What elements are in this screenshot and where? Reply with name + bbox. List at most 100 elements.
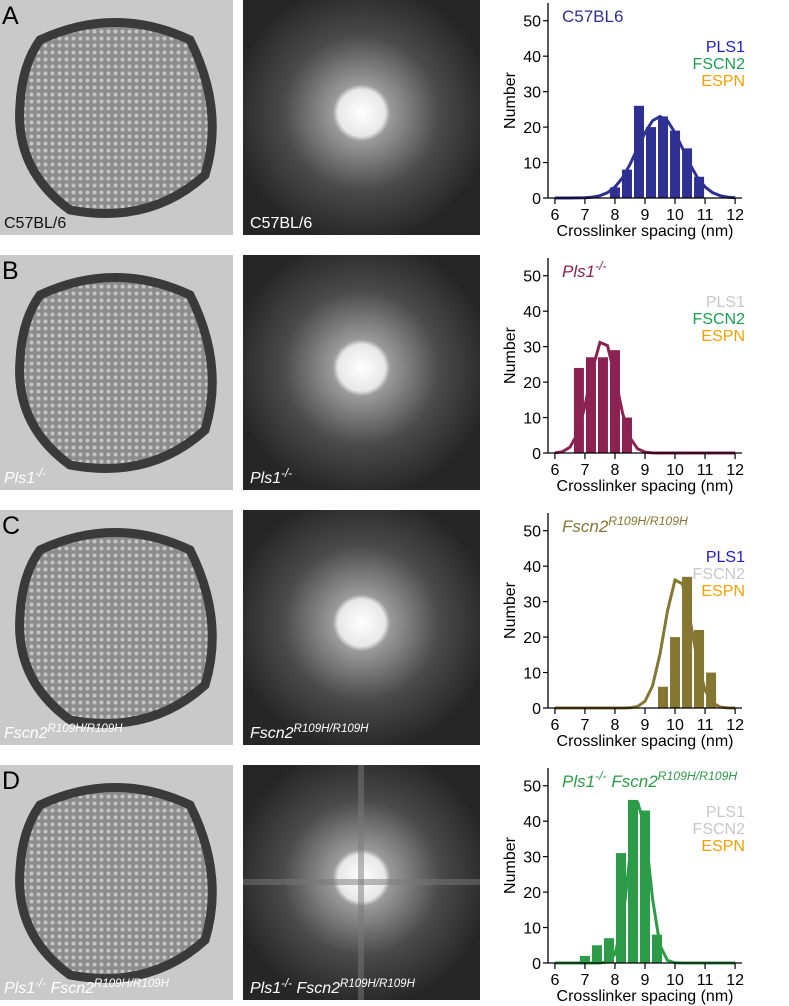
legend-entry: FSCN2 [693, 821, 746, 838]
em-caption: Pls1-/- Fscn2R109H/R109H [4, 978, 170, 997]
text-part: Fscn2 [562, 517, 609, 536]
bar [573, 367, 584, 453]
fft-streak [358, 765, 364, 1000]
y-axis-label: Number [502, 581, 519, 639]
bar [670, 130, 681, 198]
em-caption: Pls1-/- [4, 468, 46, 487]
superscript: R109H/R109H [294, 723, 370, 735]
bar [652, 934, 663, 963]
em-caption: Fscn2R109H/R109H [4, 723, 123, 742]
panel-row: C57BL/6 C57BL/6 A 0 10 20 30 40 50 6 7 8 9 10 11 12Cros… [0, 0, 745, 240]
bar [646, 127, 657, 198]
fft-image [243, 0, 480, 235]
em-bundle [15, 783, 217, 983]
y-tick-label: 40 [523, 49, 541, 66]
y-tick-label: 20 [523, 630, 541, 647]
bar [603, 938, 614, 963]
bar [682, 576, 693, 708]
y-tick-label: 20 [523, 120, 541, 137]
bar [621, 169, 632, 198]
y-tick-label: 10 [523, 921, 541, 938]
text-part: C57BL/6 [4, 215, 66, 232]
bar [585, 357, 596, 453]
x-axis-label: Crosslinker spacing (nm) [557, 478, 734, 495]
fft-caption: Pls1-/- [250, 468, 292, 487]
x-tick-label: 6 [550, 207, 559, 224]
x-tick-label: 9 [641, 207, 650, 224]
y-tick-label: 0 [532, 446, 541, 463]
x-tick-label: 12 [726, 462, 744, 479]
y-tick-label: 10 [523, 411, 541, 428]
fft-caption: Pls1-/- Fscn2R109H/R109H [250, 978, 416, 997]
text-part: Fscn2 [607, 772, 659, 791]
y-tick-label: 50 [523, 779, 541, 796]
y-axis-label: Number [502, 836, 519, 894]
panel-letter: D [2, 767, 20, 795]
bar [670, 637, 681, 708]
y-tick-label: 0 [532, 956, 541, 973]
y-tick-label: 50 [523, 14, 541, 31]
superscript: R109H/R109H [340, 978, 416, 990]
superscript: R109H/R109H [94, 978, 170, 990]
superscript: R109H/R109H [48, 723, 124, 735]
bar [633, 105, 644, 198]
x-tick-label: 12 [726, 972, 744, 989]
x-tick-label: 9 [641, 717, 650, 734]
text-part: Fscn2 [292, 980, 340, 997]
y-tick-label: 30 [523, 85, 541, 102]
x-tick-label: 8 [611, 207, 620, 224]
x-tick-label: 10 [666, 972, 684, 989]
panel-row: Pls1-/- Fscn2R109H/R109H Pls1-/- Fscn2R10… [0, 765, 745, 1005]
superscript: -/- [35, 978, 46, 990]
superscript: -/- [281, 468, 292, 480]
x-tick-label: 6 [550, 972, 559, 989]
x-tick-label: 11 [697, 207, 714, 224]
x-tick-label: 9 [641, 972, 650, 989]
x-tick-label: 12 [726, 207, 744, 224]
chart-title: Pls1-/- [562, 259, 607, 281]
x-tick-label: 6 [550, 462, 559, 479]
x-tick-label: 12 [726, 717, 744, 734]
y-tick-label: 40 [523, 814, 541, 831]
y-tick-label: 50 [523, 269, 541, 286]
x-tick-label: 11 [697, 717, 714, 734]
bar [627, 799, 638, 963]
chart-title: Fscn2R109H/R109H [562, 514, 688, 536]
bar [579, 955, 590, 963]
y-tick-label: 30 [523, 595, 541, 612]
em-bundle [15, 18, 217, 218]
y-tick-label: 30 [523, 340, 541, 357]
legend-entry: ESPN [701, 583, 745, 600]
bar [621, 417, 632, 453]
superscript: -/- [281, 978, 292, 990]
bar [658, 686, 669, 708]
text-part: Pls1 [562, 262, 595, 281]
bar [591, 945, 602, 963]
text-part: Fscn2 [46, 980, 94, 997]
em-bundle [15, 273, 217, 473]
bar [682, 148, 693, 198]
panel-letter: A [2, 2, 19, 30]
x-tick-label: 7 [580, 462, 589, 479]
superscript: -/- [595, 259, 607, 273]
y-tick-label: 0 [532, 191, 541, 208]
y-tick-label: 0 [532, 701, 541, 718]
superscript: R109H/R109H [608, 514, 688, 528]
bar [706, 672, 717, 708]
y-tick-label: 40 [523, 559, 541, 576]
em-bundle [15, 528, 217, 728]
legend-entry: PLS1 [706, 549, 745, 566]
y-tick-label: 30 [523, 850, 541, 867]
text-part: Pls1 [250, 470, 281, 487]
x-axis-label: Crosslinker spacing (nm) [557, 223, 734, 240]
fit-curve [554, 114, 736, 200]
text-part: Pls1 [562, 772, 595, 791]
x-tick-label: 7 [580, 972, 589, 989]
text-part: C57BL6 [562, 7, 623, 26]
x-axis-label: Crosslinker spacing (nm) [557, 988, 734, 1005]
x-tick-label: 8 [611, 717, 620, 734]
